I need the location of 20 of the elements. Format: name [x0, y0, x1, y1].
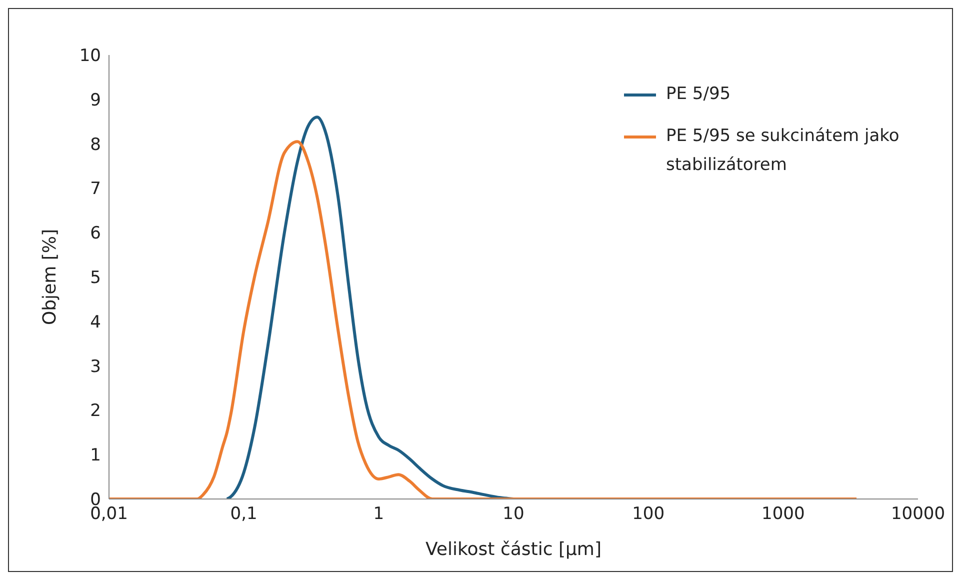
x-tick-label: 10	[502, 504, 524, 524]
y-tick-label: 5	[90, 268, 101, 288]
x-tick-label: 1000	[762, 504, 805, 524]
x-tick-label: 100	[632, 504, 665, 524]
y-tick-label: 10	[79, 46, 101, 66]
x-tick-label: 10000	[890, 504, 946, 524]
legend-label: PE 5/95 se sukcinátem jako stabilizátorem	[666, 125, 900, 177]
x-tick-label: 1	[373, 504, 384, 524]
legend-label: PE 5/95	[666, 83, 731, 106]
y-tick-label: 7	[90, 179, 101, 200]
y-tick-label: 1	[90, 446, 101, 466]
y-tick-label: 6	[90, 224, 101, 244]
y-tick-label: 8	[90, 134, 101, 155]
y-axis-title: Objem [%]	[39, 228, 60, 326]
y-tick-label: 9	[90, 90, 101, 110]
y-tick-label: 4	[90, 312, 101, 332]
y-tick-label: 3	[90, 356, 101, 377]
x-tick-label: 0,1	[230, 504, 258, 524]
y-tick-label: 2	[90, 401, 101, 422]
x-axis-title: Velikost částic [µm]	[426, 539, 602, 560]
